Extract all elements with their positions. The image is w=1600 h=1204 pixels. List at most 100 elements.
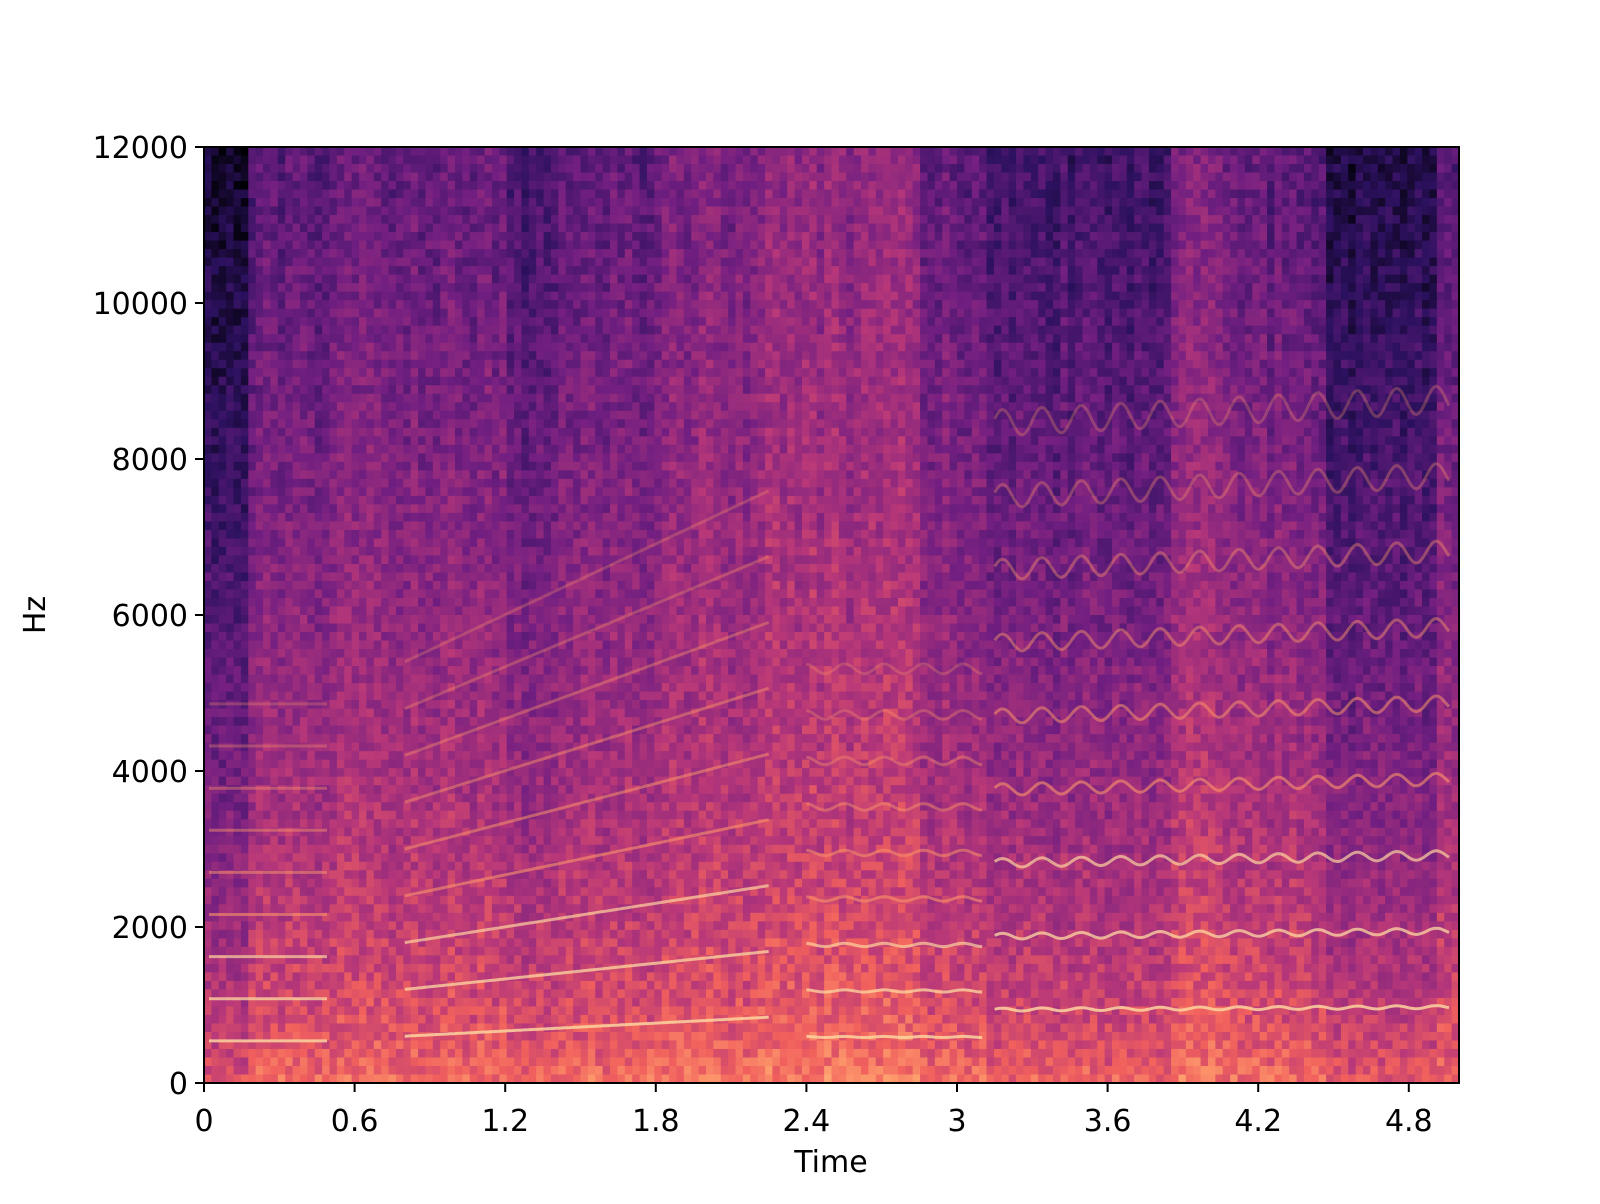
spectrogram-cell — [344, 206, 353, 216]
spectrogram-cell — [285, 649, 294, 659]
spectrogram-cell — [373, 819, 382, 829]
spectrogram-cell — [344, 921, 353, 931]
spectrogram-cell — [455, 946, 463, 956]
spectrogram-cell — [344, 427, 353, 437]
spectrogram-cell — [226, 878, 235, 888]
spectrogram-cell — [299, 181, 308, 191]
spectrogram-cell — [491, 632, 500, 642]
spectrogram-cell — [484, 402, 493, 412]
spectrogram-cell — [432, 946, 441, 956]
spectrogram-cell — [322, 351, 331, 361]
spectrogram-cell — [440, 563, 449, 574]
spectrogram-cell — [218, 257, 227, 267]
spectrogram-cell — [373, 563, 382, 574]
spectrogram-cell — [351, 666, 360, 676]
spectrogram-cell — [218, 921, 227, 931]
spectrogram-cell — [521, 521, 530, 531]
spectrogram-cell — [381, 836, 390, 846]
spectrogram-cell — [240, 453, 249, 463]
spectrogram-cell — [299, 1065, 308, 1076]
spectrogram-cell — [440, 181, 449, 191]
spectrogram-cell — [211, 419, 220, 429]
spectrogram-cell — [240, 827, 249, 837]
spectrogram-cell — [344, 487, 353, 497]
spectrogram-cell — [425, 921, 434, 931]
spectrogram-cell — [292, 870, 301, 880]
spectrogram-cell — [270, 725, 279, 735]
spectrogram-cell — [366, 172, 375, 182]
spectrogram-cell — [521, 844, 530, 854]
spectrogram-cell — [432, 198, 441, 208]
spectrogram-cell — [491, 164, 500, 174]
spectrogram-cell — [462, 1023, 471, 1033]
spectrogram-cell — [395, 836, 404, 846]
spectrogram-cell — [528, 793, 537, 803]
spectrogram-cell — [292, 393, 301, 403]
spectrogram-cell — [351, 402, 360, 412]
spectrogram-cell — [455, 274, 463, 284]
spectrogram-cell — [285, 155, 294, 165]
spectrogram-cell — [351, 325, 360, 335]
spectrogram-cell — [381, 478, 390, 488]
spectrogram-cell — [447, 955, 456, 965]
spectrogram-cell — [528, 385, 537, 395]
spectrogram-cell — [204, 351, 212, 361]
spectrogram-cell — [226, 640, 235, 650]
spectrogram-cell — [270, 504, 279, 514]
spectrogram-cell — [263, 597, 272, 608]
spectrogram-cell — [263, 529, 272, 540]
spectrogram-cell — [514, 768, 523, 778]
spectrogram-cell — [307, 257, 316, 267]
spectrogram-cell — [506, 989, 515, 999]
spectrogram-cell — [440, 717, 449, 727]
spectrogram-cell — [263, 308, 272, 318]
spectrogram-cell — [314, 572, 323, 582]
spectrogram-cell — [285, 487, 294, 497]
spectrogram-cell — [322, 215, 331, 225]
spectrogram-cell — [329, 206, 338, 216]
spectrogram-cell — [322, 334, 331, 344]
spectrogram-cell — [477, 512, 486, 522]
spectrogram-cell — [425, 529, 434, 540]
spectrogram-cell — [366, 819, 375, 829]
spectrogram-cell — [322, 989, 331, 999]
spectrogram-cell — [447, 691, 456, 701]
spectrogram-cell — [403, 989, 412, 999]
spectrogram-cell — [314, 300, 323, 310]
spectrogram-cell — [233, 453, 242, 463]
spectrogram-cell — [521, 512, 530, 522]
spectrogram-cell — [359, 853, 368, 863]
spectrogram-cell — [211, 555, 220, 565]
spectrogram-cell — [233, 972, 242, 982]
spectrogram-cell — [336, 164, 345, 174]
spectrogram-cell — [455, 615, 463, 625]
spectrogram-cell — [255, 206, 264, 216]
spectrogram-cell — [322, 708, 331, 718]
spectrogram-cell — [395, 147, 404, 157]
spectrogram-cell — [233, 308, 242, 318]
spectrogram-cell — [462, 810, 471, 820]
spectrogram-cell — [447, 521, 456, 531]
spectrogram-cell — [292, 1014, 301, 1025]
spectrogram-cell — [322, 478, 331, 488]
spectrogram-cell — [425, 708, 434, 718]
spectrogram-cell — [255, 181, 264, 191]
spectrogram-cell — [359, 742, 368, 752]
spectrogram-cell — [491, 504, 500, 514]
spectrogram-cell — [410, 257, 419, 267]
spectrogram-cell — [263, 946, 272, 956]
spectrogram-cell — [388, 597, 397, 608]
spectrogram-cell — [240, 1057, 249, 1067]
spectrogram-cell — [506, 266, 515, 276]
spectrogram-cell — [270, 921, 279, 931]
spectrogram-cell — [491, 836, 500, 846]
spectrogram-cell — [292, 819, 301, 829]
spectrogram-cell — [277, 249, 286, 259]
spectrogram-cell — [344, 376, 353, 386]
spectrogram-cell — [248, 147, 257, 157]
spectrogram-cell — [418, 444, 427, 454]
spectrogram-cell — [440, 206, 449, 216]
spectrogram-cell — [499, 887, 508, 897]
spectrogram-cell — [418, 878, 427, 888]
spectrogram-cell — [277, 946, 286, 956]
